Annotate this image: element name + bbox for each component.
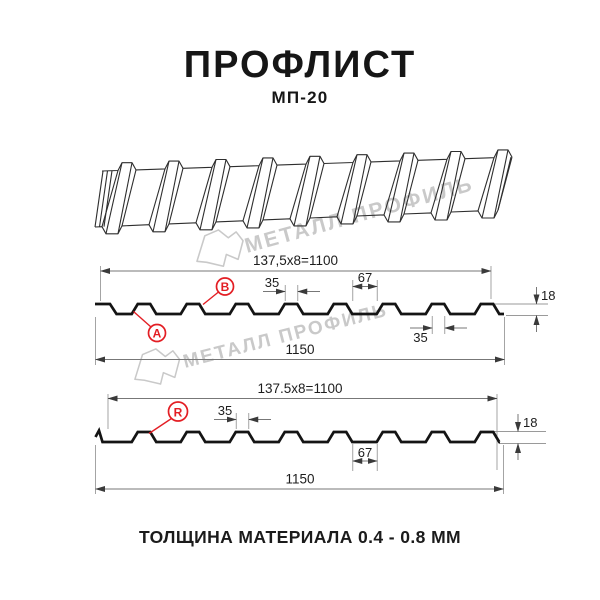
sheet-left-edge (95, 171, 103, 227)
watermark-text-top: МЕТАЛЛ ПРОФИЛЬ (242, 172, 476, 257)
cross-section-2: 137.5x8=1100 35 67 18 1150 R (96, 381, 547, 494)
callout-letter-r: R (174, 406, 183, 420)
metall-profil-logo-icon (135, 349, 180, 384)
diagram-canvas: МЕТАЛЛ ПРОФИЛЬ МЕТАЛЛ ПРОФИЛЬ (0, 0, 600, 600)
watermark-text-middle: МЕТАЛЛ ПРОФИЛЬ (181, 300, 390, 373)
section1-flange-top-dim: 35 (265, 275, 279, 290)
callout-letter-a: A (153, 327, 162, 341)
section2-valley-dim: 67 (358, 445, 372, 460)
profile-outline-section2 (96, 431, 501, 443)
section2-flange-dim: 35 (218, 403, 232, 418)
sheet-left-edge (100, 171, 108, 227)
section1-valley-dim: 67 (358, 270, 372, 285)
section1-overall-width-dim: 1150 (285, 342, 314, 357)
callout-letter-b: B (221, 280, 230, 294)
profile-outline-section1 (95, 304, 504, 314)
section2-height-dim: 18 (523, 415, 537, 430)
material-thickness-note: ТОЛЩИНА МАТЕРИАЛА 0.4 - 0.8 ММ (0, 527, 600, 548)
section2-extension-lines (96, 394, 547, 494)
product-drawing-page: ПРОФЛИСТ МП-20 МЕТАЛЛ ПРОФИЛЬ МЕТАЛЛ ПРО… (0, 0, 600, 600)
section2-callouts: R (149, 402, 188, 434)
section1-height-dim: 18 (541, 288, 555, 303)
cross-section-1: 137,5x8=1100 35 67 18 35 1150 B A (95, 253, 555, 365)
section2-overall-width-dim: 1150 (285, 472, 314, 487)
sheet-left-edge (104, 171, 112, 227)
metall-profil-logo-icon (197, 230, 243, 266)
section2-coverage-dim: 137.5x8=1100 (258, 381, 343, 396)
section1-coverage-dim: 137,5x8=1100 (253, 253, 338, 268)
section1-flange-bottom-dim: 35 (413, 330, 427, 345)
